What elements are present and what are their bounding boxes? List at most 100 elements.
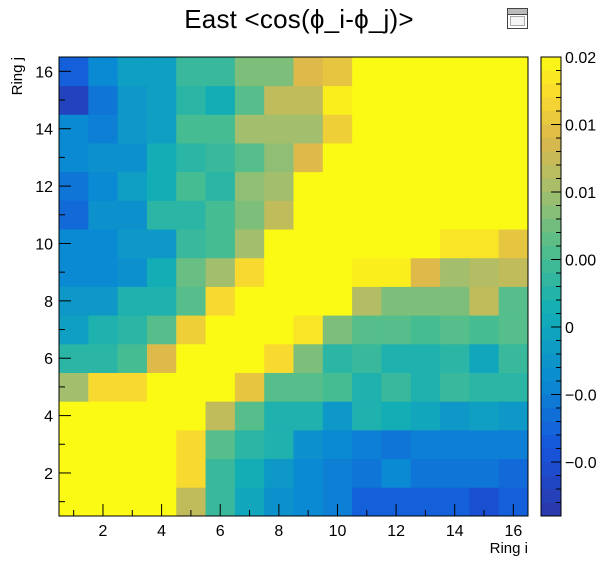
heatmap-cell: [322, 229, 353, 259]
heatmap-cell: [176, 85, 206, 115]
heatmap-cell: [205, 257, 236, 287]
heatmap-cell: [352, 401, 382, 431]
heatmap-cell: [264, 257, 294, 287]
colorbar-swatch: [541, 165, 561, 179]
heatmap-cell: [234, 171, 265, 201]
heatmap-cell: [234, 257, 265, 287]
heatmap-cell: [293, 429, 324, 460]
heatmap-cell: [146, 171, 177, 201]
canvas-window-icon[interactable]: [507, 8, 528, 29]
heatmap-cell: [176, 57, 206, 87]
heatmap-cell: [498, 315, 529, 345]
colorbar-tick-label: 0.01: [565, 118, 596, 135]
heatmap-cell: [234, 401, 265, 431]
heatmap-cell: [264, 143, 294, 173]
x-tick-label: 14: [446, 523, 464, 540]
heatmap-cell: [322, 315, 353, 345]
heatmap-cell: [352, 114, 382, 144]
heatmap-cell: [440, 143, 470, 173]
heatmap-cell: [410, 57, 441, 87]
colorbar-swatch: [541, 394, 561, 409]
colorbar-swatch: [541, 111, 561, 125]
heatmap-cell: [117, 458, 148, 488]
heatmap-cells: [59, 57, 529, 517]
heatmap-cell: [293, 85, 324, 115]
heatmap-cell: [293, 286, 324, 316]
heatmap-cell: [293, 401, 324, 431]
heatmap-cell: [322, 200, 353, 230]
colorbar-swatch: [541, 97, 561, 112]
y-tick-label: 4: [44, 409, 53, 426]
heatmap-cell: [352, 257, 382, 287]
heatmap-cell: [381, 401, 412, 431]
heatmap-cell: [176, 458, 206, 488]
colorbar-swatch: [541, 354, 561, 368]
colorbar-tick-label: −0.0: [565, 388, 597, 405]
colorbar-swatch: [541, 273, 561, 287]
heatmap-cell: [410, 286, 441, 316]
heatmap-cell: [410, 401, 441, 431]
heatmap-cell: [205, 401, 236, 431]
colorbar-swatch: [541, 327, 561, 341]
heatmap-cell: [410, 171, 441, 201]
heatmap-cell: [117, 429, 148, 460]
heatmap-cell: [146, 458, 177, 488]
heatmap-cell: [234, 114, 265, 144]
heatmap-cell: [88, 458, 119, 488]
heatmap-cell: [469, 114, 500, 144]
heatmap-cell: [352, 458, 382, 488]
colorbar-swatch: [541, 489, 561, 503]
heatmap-cell: [469, 229, 500, 259]
colorbar-swatch: [541, 205, 561, 220]
heatmap-cell: [146, 286, 177, 316]
heatmap-cell: [440, 114, 470, 144]
colorbar-swatch: [541, 313, 561, 328]
heatmap-cell: [381, 429, 412, 460]
heatmap-cell: [117, 85, 148, 115]
heatmap-cell: [117, 229, 148, 259]
heatmap-cell: [381, 286, 412, 316]
canvas-window-icon-titlebar: [508, 9, 527, 15]
heatmap-cell: [205, 143, 236, 173]
heatmap-cell: [410, 429, 441, 460]
heatmap-cell: [205, 286, 236, 316]
colorbar-swatch: [541, 192, 561, 206]
heatmap-cell: [293, 200, 324, 230]
heatmap-cell: [264, 458, 294, 488]
heatmap-cell: [293, 458, 324, 488]
heatmap-cell: [205, 57, 236, 87]
x-tick-label: 10: [329, 523, 347, 540]
heatmap-cell: [234, 286, 265, 316]
heatmap-cell: [176, 286, 206, 316]
heatmap-cell: [381, 372, 412, 402]
heatmap-cell: [293, 143, 324, 173]
heatmap-cell: [176, 429, 206, 460]
heatmap-cell: [410, 343, 441, 373]
colorbar-swatch: [541, 475, 561, 490]
heatmap-cell: [117, 57, 148, 87]
heatmap-cell: [352, 372, 382, 402]
heatmap-cell: [205, 343, 236, 373]
heatmap-cell: [381, 458, 412, 488]
heatmap-cell: [498, 200, 529, 230]
heatmap-cell: [440, 57, 470, 87]
heatmap-cell: [410, 257, 441, 287]
heatmap-cell: [352, 171, 382, 201]
heatmap-cell: [176, 229, 206, 259]
heatmap-cell: [264, 401, 294, 431]
heatmap-cell: [117, 343, 148, 373]
x-tick-label: 8: [274, 523, 283, 540]
heatmap-cell: [234, 315, 265, 345]
heatmap-cell: [469, 171, 500, 201]
heatmap-cell: [381, 343, 412, 373]
colorbar-swatch: [541, 435, 561, 449]
x-axis-label: Ring i: [490, 540, 528, 557]
colorbar-tick-label: 0.00: [565, 253, 596, 270]
heatmap-cell: [205, 229, 236, 259]
heatmap-cell: [264, 171, 294, 201]
heatmap-cell: [469, 200, 500, 230]
heatmap-cell: [322, 143, 353, 173]
heatmap-cell: [352, 85, 382, 115]
heatmap-cell: [410, 229, 441, 259]
